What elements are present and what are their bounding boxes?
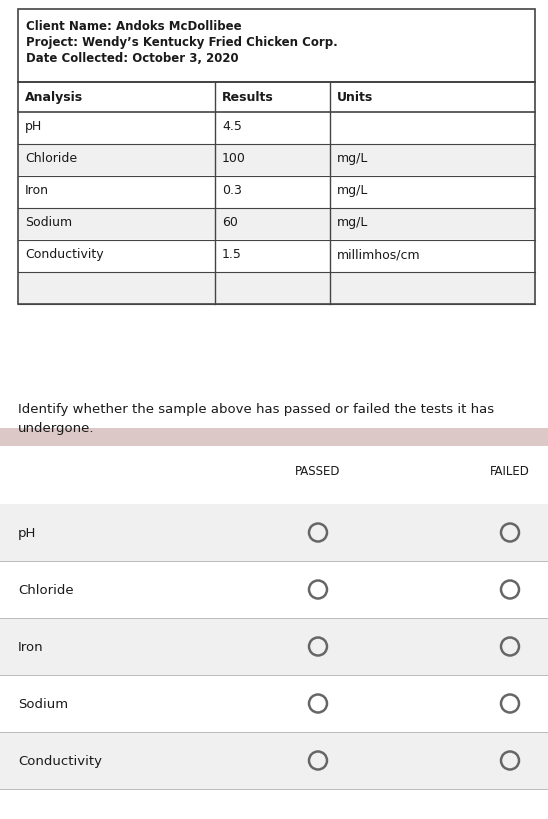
Text: Chloride: Chloride — [18, 583, 73, 596]
FancyBboxPatch shape — [18, 10, 535, 83]
Text: Project: Wendy’s Kentucky Fried Chicken Corp.: Project: Wendy’s Kentucky Fried Chicken … — [26, 36, 338, 49]
Text: Identify whether the sample above has passed or failed the tests it has
undergon: Identify whether the sample above has pa… — [18, 402, 494, 434]
Text: Iron: Iron — [25, 183, 49, 197]
Text: Analysis: Analysis — [25, 91, 83, 104]
FancyBboxPatch shape — [19, 114, 534, 144]
Text: millimhos/cm: millimhos/cm — [337, 247, 421, 260]
Text: mg/L: mg/L — [337, 183, 368, 197]
Text: pH: pH — [18, 527, 36, 540]
Text: Conductivity: Conductivity — [18, 754, 102, 767]
Text: Conductivity: Conductivity — [25, 247, 104, 260]
FancyBboxPatch shape — [19, 210, 534, 240]
FancyBboxPatch shape — [0, 732, 548, 789]
Text: 0.3: 0.3 — [222, 183, 242, 197]
Text: 4.5: 4.5 — [222, 120, 242, 133]
FancyBboxPatch shape — [0, 428, 548, 446]
FancyBboxPatch shape — [18, 83, 535, 305]
Text: Sodium: Sodium — [18, 697, 68, 710]
Text: FAILED: FAILED — [490, 464, 530, 477]
Text: Date Collected: October 3, 2020: Date Collected: October 3, 2020 — [26, 52, 238, 65]
Text: Client Name: Andoks McDollibee: Client Name: Andoks McDollibee — [26, 20, 242, 33]
Text: Iron: Iron — [18, 640, 44, 654]
FancyBboxPatch shape — [0, 675, 548, 732]
FancyBboxPatch shape — [19, 242, 534, 272]
Text: mg/L: mg/L — [337, 152, 368, 165]
Text: 60: 60 — [222, 215, 238, 229]
FancyBboxPatch shape — [0, 618, 548, 675]
Text: pH: pH — [25, 120, 42, 133]
Text: 100: 100 — [222, 152, 246, 165]
Text: PASSED: PASSED — [295, 464, 341, 477]
FancyBboxPatch shape — [0, 505, 548, 561]
Text: Results: Results — [222, 91, 274, 104]
FancyBboxPatch shape — [19, 146, 534, 176]
Text: Units: Units — [337, 91, 373, 104]
Text: mg/L: mg/L — [337, 215, 368, 229]
Text: Sodium: Sodium — [25, 215, 72, 229]
FancyBboxPatch shape — [19, 178, 534, 208]
Text: Chloride: Chloride — [25, 152, 77, 165]
FancyBboxPatch shape — [19, 274, 534, 304]
FancyBboxPatch shape — [0, 561, 548, 618]
Text: 1.5: 1.5 — [222, 247, 242, 260]
